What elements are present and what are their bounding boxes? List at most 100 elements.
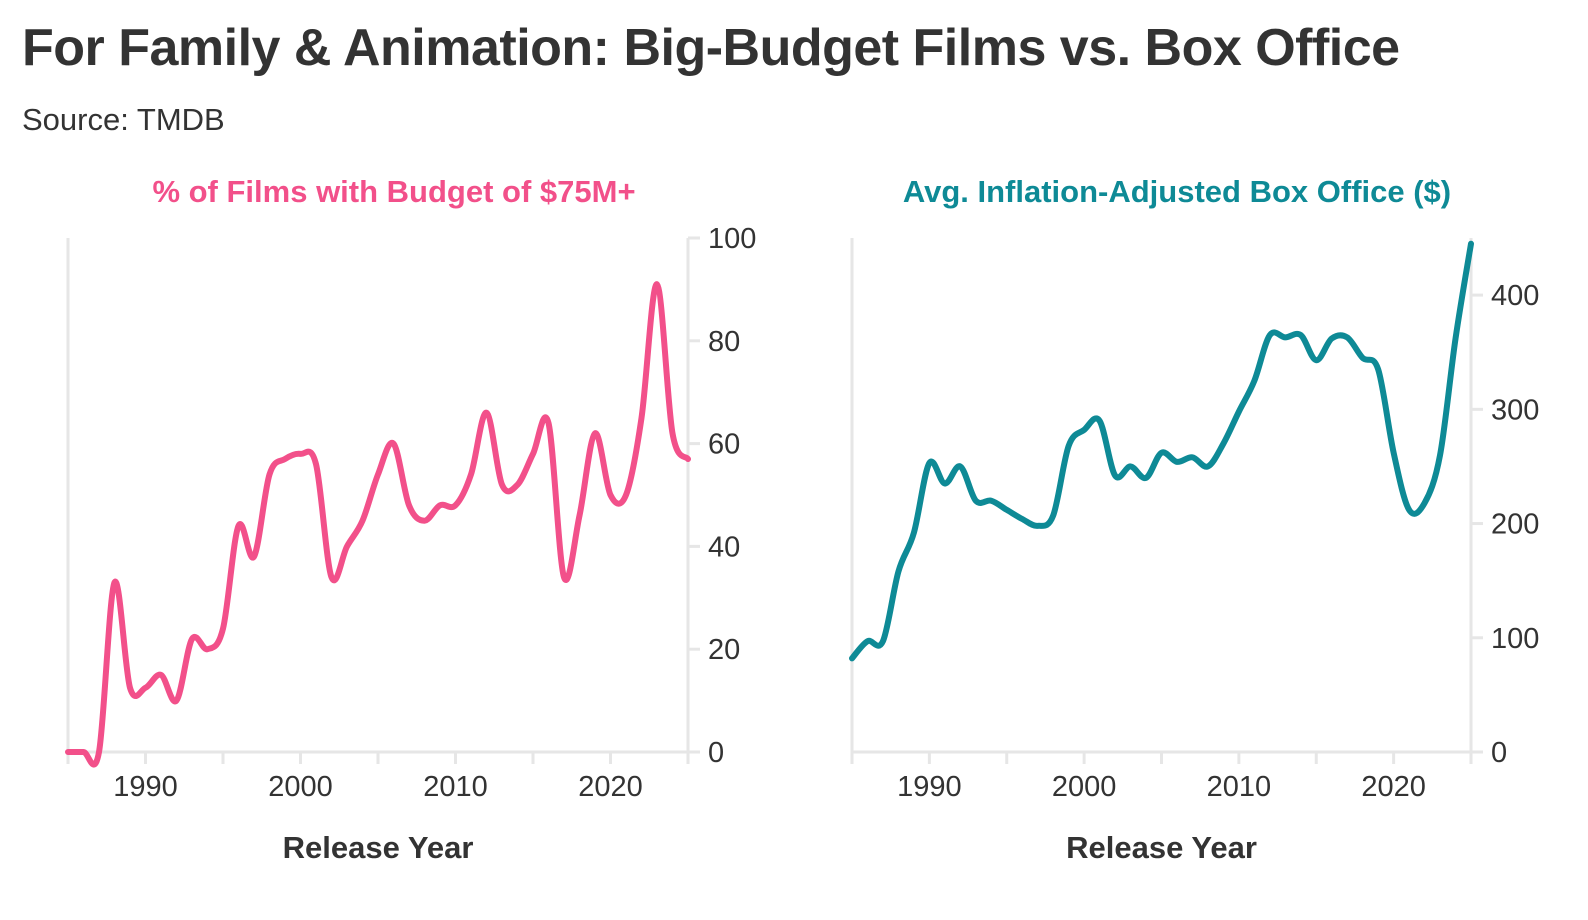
box-office-chart: Avg. Inflation-Adjusted Box Office ($) R…: [849, 174, 1539, 865]
box-office-data-point: [1206, 464, 1210, 468]
box-office-data-point: [1237, 410, 1241, 414]
box-office-x-axis-title: Release Year: [1066, 830, 1257, 865]
box-office-y-tick-label: 400: [1491, 280, 1539, 312]
budget-share-data-point: [206, 647, 210, 651]
budget-share-data-point: [345, 544, 349, 548]
box-office-data-point: [1438, 453, 1442, 457]
box-office-data-point: [1392, 451, 1396, 455]
box-office-y-tick-label: 0: [1491, 737, 1507, 769]
budget-share-data-point: [330, 575, 334, 579]
budget-share-data-point: [531, 452, 535, 456]
box-office-data-point: [850, 656, 854, 660]
box-office-data-point: [1423, 501, 1427, 505]
budget-share-data-point: [237, 524, 241, 528]
budget-share-data-point: [376, 472, 380, 476]
budget-share-data-point: [671, 431, 675, 435]
budget-share-data-point: [113, 580, 117, 584]
box-office-data-point: [1469, 242, 1473, 246]
budget-share-data-point: [655, 282, 659, 286]
box-office-data-point: [1051, 514, 1055, 518]
page-title: For Family & Animation: Big-Budget Films…: [22, 19, 1400, 77]
box-office-data-point: [1268, 333, 1272, 337]
budget-share-data-point: [469, 472, 473, 476]
budget-share-x-tick-label: 2010: [423, 771, 488, 803]
budget-share-data-point: [609, 493, 613, 497]
box-office-data-point: [1160, 451, 1164, 455]
budget-share-x-tick-label: 1990: [113, 771, 178, 803]
budget-share-data-point: [454, 503, 458, 507]
budget-share-data-point: [283, 457, 287, 461]
box-office-y-tick-label: 100: [1491, 623, 1539, 655]
box-office-data-point: [989, 499, 993, 503]
box-office-data-point: [1175, 460, 1179, 464]
budget-share-y-tick-label: 40: [708, 531, 740, 563]
budget-share-x-tick-label: 2020: [578, 771, 643, 803]
box-office-data-point: [1345, 335, 1349, 339]
box-office-chart-title: Avg. Inflation-Adjusted Box Office ($): [903, 174, 1451, 209]
box-office-data-point: [1252, 379, 1256, 383]
box-office-data-point: [1376, 367, 1380, 371]
box-office-data-point: [1190, 455, 1194, 459]
box-office-data-point: [896, 570, 900, 574]
box-office-data-point: [881, 639, 885, 643]
budget-share-data-point: [392, 442, 396, 446]
budget-share-y-tick-label: 0: [708, 737, 724, 769]
budget-share-data-point: [97, 750, 101, 754]
budget-share-data-point: [485, 411, 489, 415]
box-office-series-line: [849, 240, 1474, 662]
budget-share-data-point: [686, 457, 690, 461]
budget-share-data-point: [547, 421, 551, 425]
budget-share-data-point: [578, 514, 582, 518]
box-office-data-point: [1283, 335, 1287, 339]
budget-share-data-point: [190, 637, 194, 641]
budget-share-data-point: [640, 416, 644, 420]
box-office-data-point: [958, 464, 962, 468]
box-office-data-point: [912, 531, 916, 535]
box-office-data-point: [1129, 464, 1133, 468]
box-office-data-point: [943, 482, 947, 486]
box-office-data-point: [1454, 337, 1458, 341]
budget-share-data-point: [66, 750, 70, 754]
budget-share-data-point: [144, 686, 148, 690]
box-office-data-point: [927, 461, 931, 465]
box-office-data-point: [1221, 442, 1225, 446]
budget-share-y-tick-label: 20: [708, 634, 740, 666]
box-office-data-point: [1082, 428, 1086, 432]
box-office-data-point: [1330, 337, 1334, 341]
budget-share-chart: % of Films with Budget of $75M+ Release …: [65, 174, 756, 865]
budget-share-data-point: [314, 462, 318, 466]
budget-share-data-point: [299, 452, 303, 456]
box-office-data-point: [1407, 508, 1411, 512]
budget-share-data-point: [562, 575, 566, 579]
budget-share-data-point: [221, 627, 225, 631]
budget-share-data-point: [128, 686, 132, 690]
budget-share-x-axis-title: Release Year: [283, 830, 474, 865]
box-office-data-point: [1299, 333, 1303, 337]
box-office-data-point: [1144, 476, 1148, 480]
budget-share-data-point: [516, 483, 520, 487]
box-office-data-point: [1098, 419, 1102, 423]
box-office-data-point: [1020, 517, 1024, 521]
budget-share-data-point: [252, 555, 256, 559]
page-subtitle: Source: TMDB: [22, 102, 225, 137]
budget-share-data-point: [438, 503, 442, 507]
box-office-x-tick-label: 1990: [897, 771, 962, 803]
budget-share-data-point: [407, 503, 411, 507]
box-office-x-tick-label: 2000: [1052, 771, 1117, 803]
budget-share-data-point: [82, 750, 86, 754]
budget-share-x-tick-label: 2000: [268, 771, 333, 803]
budget-share-y-tick-label: 100: [708, 223, 756, 255]
box-office-data-point: [1314, 358, 1318, 362]
budget-share-data-point: [361, 519, 365, 523]
box-office-data-point: [865, 639, 869, 643]
box-office-data-point: [1036, 524, 1040, 528]
box-office-data-point: [1361, 356, 1365, 360]
box-office-data-point: [1005, 508, 1009, 512]
box-office-y-tick-label: 200: [1491, 509, 1539, 541]
budget-share-chart-title: % of Films with Budget of $75M+: [152, 174, 635, 209]
box-office-data-point: [974, 499, 978, 503]
budget-share-data-point: [175, 699, 179, 703]
budget-share-data-point: [624, 493, 628, 497]
budget-share-data-point: [500, 483, 504, 487]
